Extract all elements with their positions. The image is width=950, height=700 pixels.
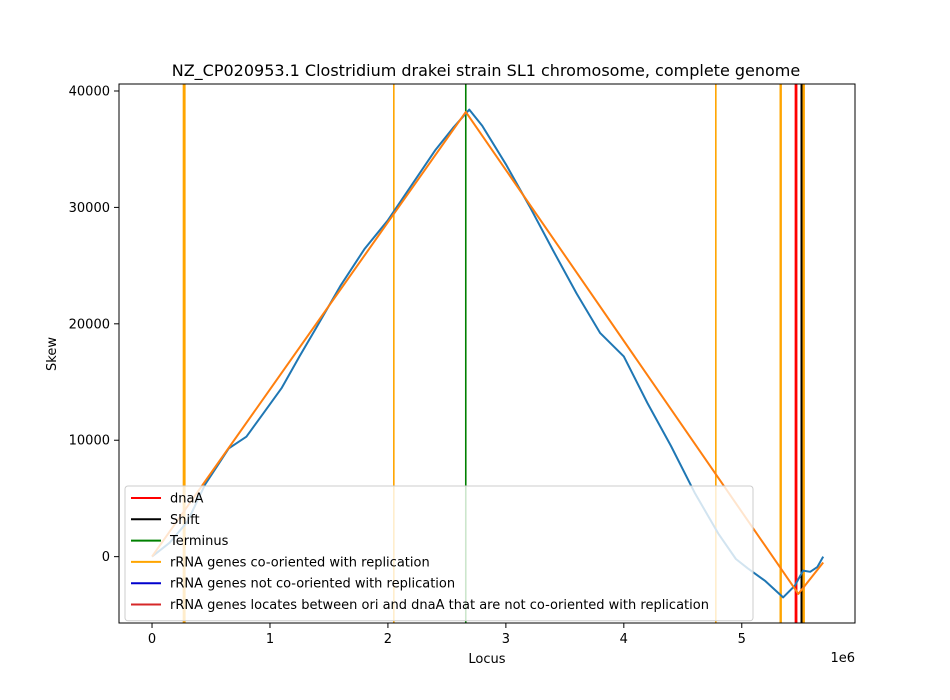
x-axis-label: Locus (468, 652, 505, 667)
legend-label: rRNA genes not co-oriented with replicat… (170, 577, 455, 592)
legend-box (124, 485, 754, 622)
x-offset-label: 1e6 (830, 651, 855, 666)
x-tick-label: 2 (384, 632, 392, 647)
y-axis-label: Skew (45, 337, 60, 371)
chart-title: NZ_CP020953.1 Clostridium drakei strain … (172, 61, 800, 81)
series-line-1 (151, 110, 824, 595)
legend-label: dnaA (170, 492, 203, 507)
legend: dnaA Shift Terminus rRNA genes co-oriented … (124, 485, 754, 622)
x-tick-label: 1 (266, 632, 274, 647)
y-tick-label: 40000 (69, 84, 110, 99)
y-tick-label: 20000 (69, 317, 110, 332)
legend-label: Terminus (169, 534, 229, 549)
y-tick-label: 10000 (69, 434, 110, 449)
y-tick-label: 30000 (69, 201, 110, 216)
x-tick-label: 5 (738, 632, 746, 647)
x-tick-label: 4 (620, 632, 628, 647)
y-axis: 0 10000 20000 30000 40000 (69, 84, 119, 565)
legend-label: Shift (170, 513, 200, 528)
legend-label: rRNA genes co-oriented with replication (170, 555, 430, 570)
x-axis: 0 1 2 3 4 5 (148, 623, 746, 647)
skew-series (151, 108, 825, 599)
series-line-0 (151, 108, 825, 599)
x-tick-label: 3 (502, 632, 510, 647)
plot-frame (118, 83, 856, 624)
marker-lines (182, 84, 805, 623)
legend-label: rRNA genes locates between ori and dnaA … (170, 598, 709, 613)
y-tick-label: 0 (102, 550, 110, 565)
x-tick-label: 0 (148, 632, 156, 647)
